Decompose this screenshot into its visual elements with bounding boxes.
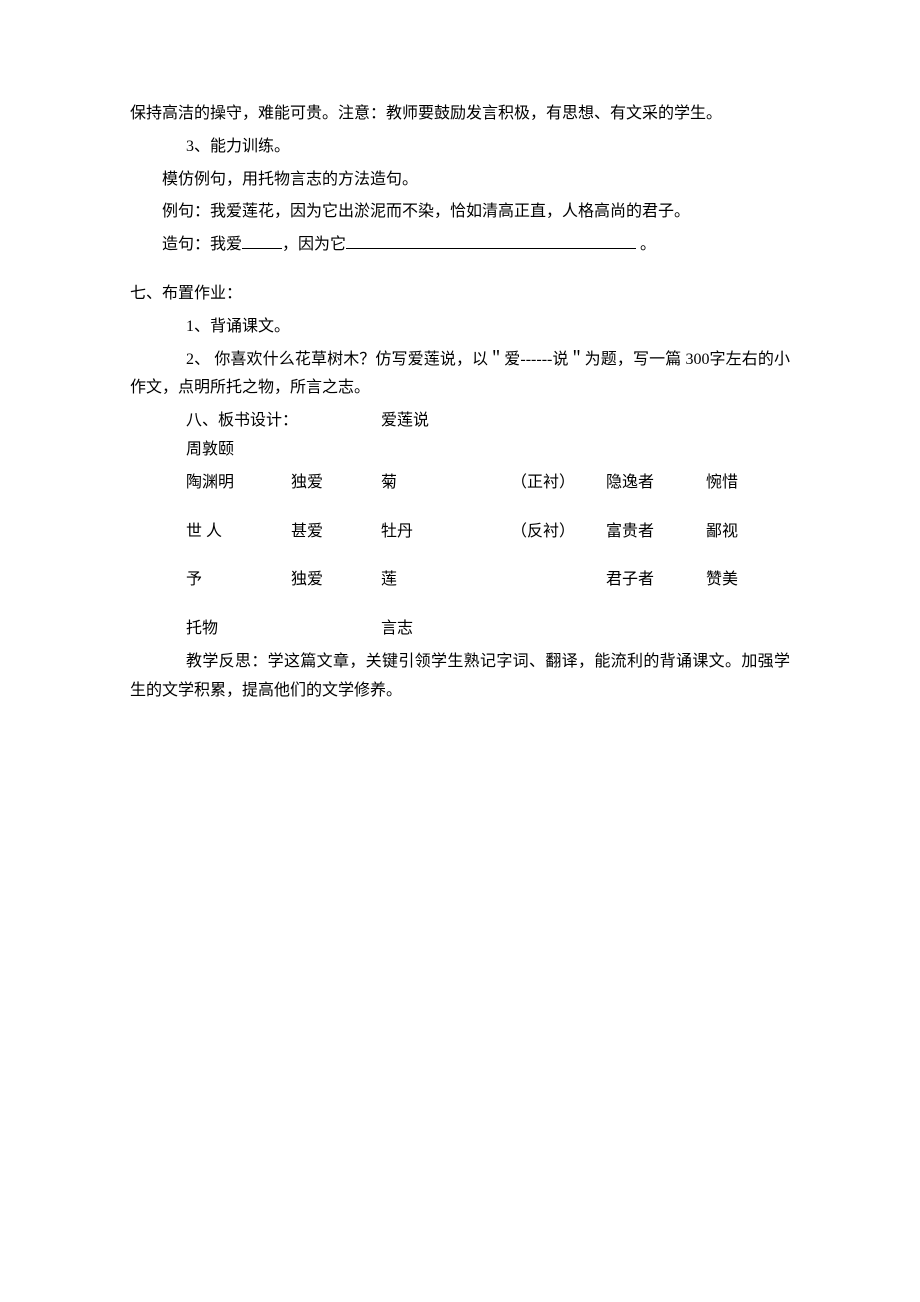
section-7-item-2-text: 2、 你喜欢什么花草树木？仿写爱莲说，以＂爱------说＂为题，写一篇 300… — [130, 351, 790, 397]
reflection-text: 教学反思：学这篇文章，关键引领学生熟记字词、翻译，能流利的背诵课文。加强学生的文… — [130, 648, 790, 706]
table-row: 予 独爱 莲 君子者 赞美 — [186, 566, 790, 595]
cell: 赞美 — [706, 566, 766, 595]
cell: 君子者 — [606, 566, 706, 595]
cell: 独爱 — [291, 469, 381, 498]
section-7-item-2: 2、 你喜欢什么花草树木？仿写爱莲说，以＂爱------说＂为题，写一篇 300… — [130, 346, 790, 404]
cell: （正衬） — [511, 469, 606, 498]
intro-line-4: 例句：我爱莲花，因为它出淤泥而不染，恰如清高正直，人格高尚的君子。 — [130, 198, 790, 227]
intro-line-1: 保持高洁的操守，难能可贵。注意：教师要鼓励发言积极，有思想、有文采的学生。 — [130, 100, 790, 129]
cell: （反衬） — [511, 518, 606, 547]
cell: 惋惜 — [706, 469, 766, 498]
section-8-title: 八、板书设计： — [186, 407, 381, 436]
blank-short — [242, 233, 282, 249]
cell: 甚爱 — [291, 518, 381, 547]
line5-suffix: 。 — [640, 236, 656, 253]
reflection-content: 教学反思：学这篇文章，关键引领学生熟记字词、翻译，能流利的背诵课文。加强学生的文… — [130, 653, 790, 699]
table-row: 世 人 甚爱 牡丹 （反衬） 富贵者 鄙视 — [186, 518, 790, 547]
blank-long — [346, 233, 636, 249]
board-title-row: 八、板书设计： 爱莲说 — [186, 407, 790, 436]
cell: 菊 — [381, 469, 511, 498]
essay-title: 爱莲说 — [381, 407, 429, 436]
cell: 独爱 — [291, 566, 381, 595]
line5-mid: ，因为它 — [282, 236, 346, 253]
cell: 鄙视 — [706, 518, 766, 547]
author-row: 周敦颐 — [186, 436, 790, 465]
intro-line-3: 模仿例句，用托物言志的方法造句。 — [130, 166, 790, 195]
intro-line-5: 造句：我爱 ，因为它 。 — [130, 231, 790, 260]
table-row: 陶渊明 独爱 菊 （正衬） 隐逸者 惋惜 — [186, 469, 790, 498]
intro-line-2: 3、能力训练。 — [130, 133, 790, 162]
cell: 予 — [186, 566, 291, 595]
yanzhi-label: 言志 — [381, 615, 511, 644]
cell: 富贵者 — [606, 518, 706, 547]
author-name: 周敦颐 — [186, 436, 234, 465]
cell: 隐逸者 — [606, 469, 706, 498]
cell — [511, 566, 606, 595]
tuowu-row: 托物 言志 — [186, 615, 790, 644]
cell: 世 人 — [186, 518, 291, 547]
tuowu-label: 托物 — [186, 615, 381, 644]
cell: 莲 — [381, 566, 511, 595]
section-7-item-1: 1、背诵课文。 — [130, 313, 790, 342]
line5-prefix: 造句：我爱 — [162, 236, 242, 253]
section-7-title: 七、布置作业： — [130, 280, 790, 309]
cell: 牡丹 — [381, 518, 511, 547]
cell: 陶渊明 — [186, 469, 291, 498]
board-design: 八、板书设计： 爱莲说 周敦颐 陶渊明 独爱 菊 （正衬） 隐逸者 惋惜 世 人… — [186, 407, 790, 644]
